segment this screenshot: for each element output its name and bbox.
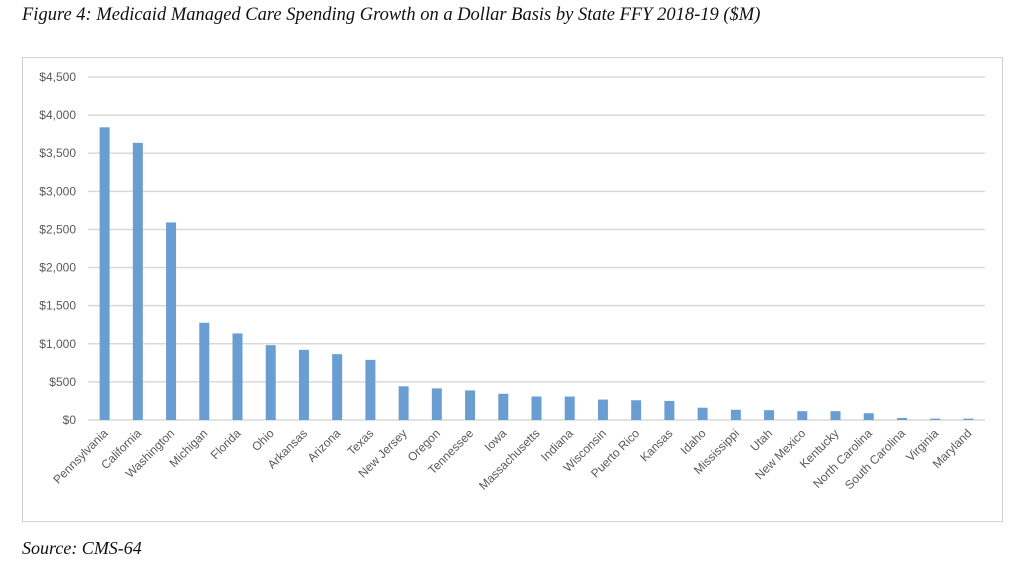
bar-kansas (664, 400, 675, 420)
bar-texas (365, 359, 376, 420)
bar-michigan (199, 322, 210, 420)
bar-washington (166, 222, 177, 420)
bar-north-carolina (863, 413, 874, 420)
bar-new-jersey (398, 386, 409, 420)
bar-california (132, 142, 143, 420)
bar-kentucky (830, 411, 841, 420)
bar-wisconsin (597, 399, 608, 420)
bar-virginia (930, 418, 941, 420)
chart-frame (22, 57, 1003, 522)
x-tick-label: Pennsylvania (50, 426, 111, 487)
bar-south-carolina (896, 417, 907, 420)
y-tick-label: $3,000 (39, 184, 76, 198)
y-tick-label: $2,000 (39, 261, 76, 275)
bar-new-mexico (797, 411, 808, 420)
x-tick-label: Kansas (637, 426, 675, 464)
x-tick-label: Utah (747, 426, 775, 454)
y-tick-label: $3,500 (39, 146, 76, 160)
bar-pennsylvania (99, 127, 110, 420)
bar-utah (764, 410, 775, 420)
bar-mississippi (730, 409, 741, 420)
bar-indiana (564, 396, 575, 420)
x-tick-label: Ohio (249, 426, 277, 454)
x-tick-label: Massachusetts (476, 426, 543, 493)
bar-maryland (963, 418, 974, 420)
y-tick-label: $4,500 (39, 70, 76, 84)
bar-massachusetts (531, 396, 542, 420)
x-tick-label: Florida (208, 426, 244, 462)
y-tick-label: $0 (63, 413, 77, 427)
bar-puerto-rico (631, 400, 642, 420)
y-tick-label: $500 (49, 375, 76, 389)
y-tick-label: $4,000 (39, 108, 76, 122)
x-tick-label: Iowa (482, 426, 510, 454)
bar-florida (232, 333, 243, 420)
bar-tennessee (465, 390, 476, 420)
x-tick-label: South Carolina (842, 426, 908, 492)
bar-ohio (265, 345, 276, 420)
bar-idaho (697, 407, 708, 420)
bar-oregon (431, 388, 442, 420)
source-note: Source: CMS-64 (22, 538, 142, 558)
bar-arizona (332, 354, 343, 420)
y-tick-label: $2,500 (39, 222, 76, 236)
chart-title: Figure 4: Medicaid Managed Care Spending… (22, 5, 761, 25)
bar-iowa (498, 393, 509, 420)
x-tick-label: Arizona (305, 426, 344, 465)
bar-arkansas (298, 349, 309, 420)
y-tick-label: $1,000 (39, 337, 76, 351)
y-tick-label: $1,500 (39, 299, 76, 313)
